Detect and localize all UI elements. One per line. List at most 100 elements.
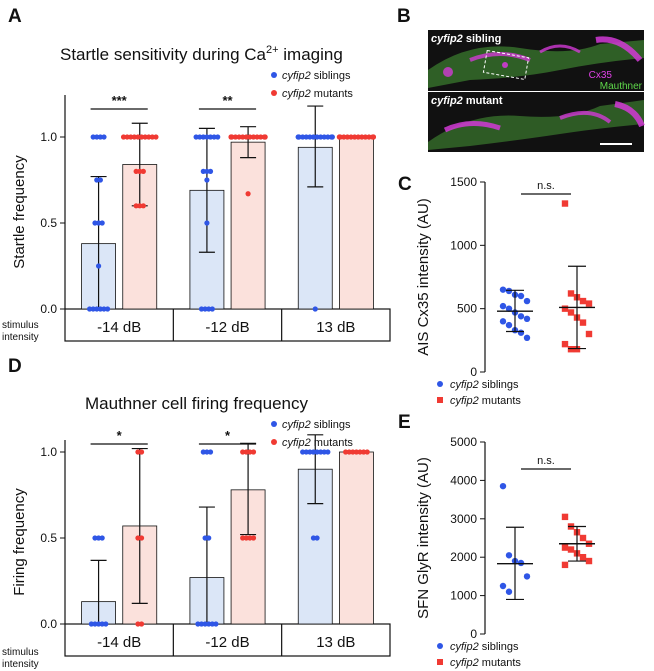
chart-a-data-point [128, 134, 134, 140]
chart-e-data-point [585, 557, 593, 565]
chart-e-ytick-label: 4000 [450, 473, 477, 487]
chart-d-data-point [88, 621, 94, 627]
chart-a-data-point [352, 134, 358, 140]
chart-a-data-point [101, 134, 107, 140]
chart-a-data-point [310, 134, 317, 140]
chart-e-data-point [561, 544, 569, 551]
chart-a-category-label: -12 dB [205, 319, 249, 336]
chart-e-ytick-label: 0 [470, 627, 477, 641]
chart-a-data-point [101, 306, 107, 312]
chart-d-data-point [314, 535, 320, 541]
chart-a-category-label: -14 dB [97, 319, 141, 336]
chart-c-ytick-label: 1500 [450, 175, 477, 189]
chart-d-sig-label: * [225, 428, 231, 443]
chart-e-ylabel: SFN GlyR intensity (AU) [415, 457, 432, 619]
chart-a-data-point [318, 134, 324, 140]
chart-d-data-point [343, 449, 349, 455]
chart-a-data-point [140, 168, 146, 174]
chart-d-data-point [346, 449, 352, 455]
chart-c-ytick-label: 0 [470, 365, 477, 379]
chart-a-data-point [250, 134, 257, 140]
chart-a-data-point [258, 134, 264, 140]
chart-d-data-point [207, 449, 214, 455]
chart-d-data-point [206, 535, 212, 541]
chart-d-category-label: -14 dB [97, 634, 141, 651]
chart-d-data-point [325, 449, 331, 455]
chart-c-data-point [499, 302, 507, 310]
chart-a-data-point [215, 134, 221, 140]
chart-d-data-point [198, 621, 205, 627]
chart-a-data-point [262, 134, 268, 140]
chart-d-data-point [353, 449, 360, 455]
chart-a-data-point [359, 134, 365, 140]
chart-c-data-point [523, 334, 531, 341]
chart-d-sig-label: * [117, 428, 123, 443]
chart-a-data-point [95, 220, 102, 226]
chart-a-data-point [229, 134, 235, 140]
chart-a-data-point [348, 134, 354, 140]
chart-a-data-point [193, 134, 199, 140]
chart-a-data-point [95, 263, 102, 269]
chart-d-data-point [95, 535, 102, 541]
chart-a-data-point [153, 134, 159, 140]
chart-a-data-point [133, 168, 139, 174]
chart-d-data-point [247, 535, 253, 541]
chart-d-data-point [92, 621, 98, 627]
chart-a-data-point [97, 306, 103, 312]
chart-a-data-point [97, 177, 103, 183]
chart-d-data-point [357, 449, 363, 455]
chart-d-data-point [138, 535, 145, 541]
chart-a-category-label: 13 dB [316, 319, 355, 336]
chart-d-data-point [318, 449, 324, 455]
chart-d-data-point [135, 449, 141, 455]
chart-a-data-point [206, 306, 212, 312]
chart-c-legend-mutants: cyfip2 mutants [450, 395, 521, 407]
chart-d-data-point [321, 449, 327, 455]
chart-c-data-point [585, 300, 593, 307]
chart-a-data-point [370, 134, 377, 140]
chart-e-data-point [523, 573, 531, 580]
chart-c-data-point [505, 287, 513, 295]
chart-d-data-point [350, 449, 356, 455]
microscopy-top-label: cyfip2 sibling [431, 33, 501, 45]
chart-d-legend: cyfip2 siblings cyfip2 mutants [271, 419, 353, 449]
chart-d-data-point [314, 449, 320, 455]
chart-a-data-point [314, 134, 320, 140]
chart-a-ylabel: Startle frequency [11, 155, 28, 269]
chart-d-ytick-label: 0.5 [40, 531, 57, 545]
chart-e-data-point [561, 561, 569, 569]
chart-c-data-point [517, 313, 525, 320]
chart-a-legend-siblings: cyfip2 siblings [282, 70, 351, 82]
chart-a-data-point [133, 203, 139, 209]
chart-a-data-point [142, 134, 148, 140]
chart-a-data-point [86, 306, 93, 312]
chart-a-data-point [99, 220, 105, 226]
chart-e-data-point [579, 534, 587, 542]
chart-a-data-point [247, 134, 253, 140]
chart-c-data-point [561, 200, 569, 207]
panel-letter-e: E [398, 412, 411, 433]
chart-c-data-point [499, 318, 507, 325]
chart-d-ytick-label: 0.0 [40, 617, 57, 631]
chart-d-data-point [250, 535, 257, 541]
chart-a-ytick-label: 0.5 [40, 216, 57, 230]
panel-letter-b: B [397, 6, 411, 27]
chart-a-data-point [303, 134, 309, 140]
chart-d-data-point [240, 535, 246, 541]
chart-a-data-point [321, 134, 327, 140]
chart-a-sig-label: ** [222, 93, 233, 108]
chart-a-stim-box [64, 308, 391, 342]
chart-a-data-point [131, 134, 137, 140]
chart-a-data-point [137, 203, 143, 209]
chart-a-data-point [341, 134, 347, 140]
microscopy-cx35-label: Cx35 [589, 70, 613, 81]
chart-a-data-point [146, 134, 152, 140]
chart-e-legend-mutants: cyfip2 mutants [450, 657, 521, 669]
chart-e-ytick-label: 5000 [450, 435, 477, 449]
chart-a-data-point [94, 306, 100, 312]
chart-a-data-point [236, 134, 242, 140]
chart-c-data-point [579, 319, 587, 326]
chart-a-data-point [296, 134, 302, 140]
chart-a-sig-label: *** [112, 93, 128, 108]
chart-c-legend: cyfip2 siblings cyfip2 mutants [437, 379, 521, 407]
